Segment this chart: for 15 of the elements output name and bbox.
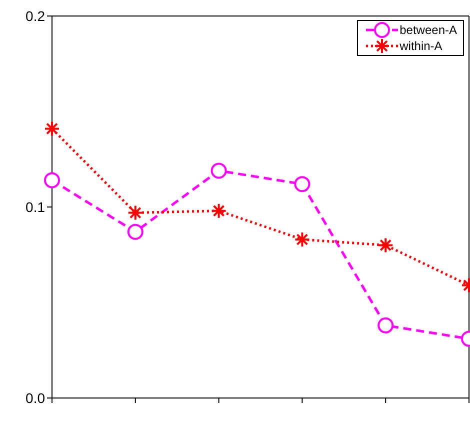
y-tick-label: 0.1	[26, 198, 46, 215]
point	[210, 162, 227, 179]
point	[294, 231, 310, 248]
point	[44, 120, 60, 137]
point	[378, 237, 394, 254]
point	[127, 204, 144, 221]
point	[378, 317, 394, 334]
point	[294, 176, 310, 192]
point	[44, 172, 60, 188]
point	[127, 224, 144, 240]
legend-label: between-A	[400, 23, 457, 37]
point	[210, 202, 227, 219]
legend-label: within-A	[400, 39, 442, 53]
y-tick-label: 0.2	[26, 8, 46, 24]
y-tick-label: 0.0	[26, 390, 46, 406]
